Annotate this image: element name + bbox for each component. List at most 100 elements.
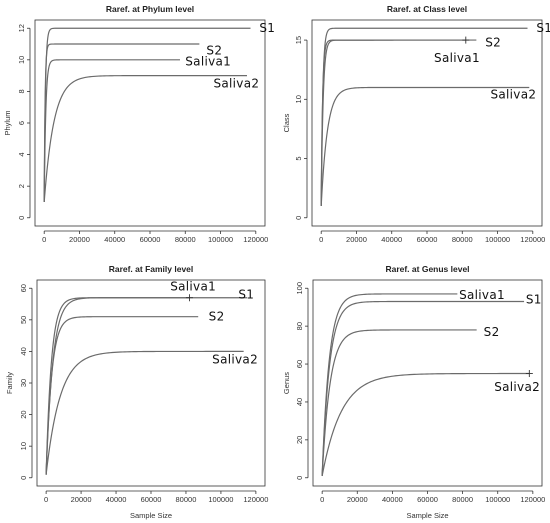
x-tick-label: 120000 — [520, 235, 545, 244]
x-tick-label: 60000 — [417, 495, 438, 504]
y-tick-label: 30 — [19, 379, 28, 387]
y-tick-label: 2 — [17, 184, 26, 188]
chart-panel-1: Raref. at Phylum level Phylum 0 20000 40000 6… — [3, 4, 275, 244]
series-line-saliva1 — [43, 59, 180, 202]
y-tick-label: 10 — [17, 56, 26, 64]
plus-marker — [525, 370, 533, 378]
x-tick-label: 20000 — [69, 235, 90, 244]
x-axis-label: Sample Size — [406, 511, 448, 520]
plot-frame — [312, 279, 543, 487]
plus-marker — [185, 294, 193, 302]
series-label-s1: S1 — [238, 288, 254, 302]
x-tick-label: 20000 — [71, 495, 92, 504]
x-tick-label: 120000 — [243, 235, 268, 244]
y-tick-label: 0 — [294, 216, 303, 220]
series-line-s2 — [320, 39, 477, 206]
chart-title: Raref. at Class level — [387, 4, 467, 14]
x-tick-label: 100000 — [208, 235, 233, 244]
x-tick-label: 0 — [319, 235, 323, 244]
x-tick-label: 80000 — [176, 495, 197, 504]
x-tick-label: 0 — [44, 495, 48, 504]
y-tick-label: 40 — [295, 398, 304, 406]
x-tick-label: 80000 — [452, 235, 473, 244]
plot-frame — [34, 19, 266, 227]
y-axis-label: Phylum — [3, 110, 12, 135]
series-line-saliva1 — [320, 39, 466, 206]
x-tick-label: 40000 — [104, 235, 125, 244]
series-line-s1 — [45, 297, 248, 475]
x-tick-label: 60000 — [140, 235, 161, 244]
y-tick-label: 4 — [17, 153, 26, 157]
y-tick-label: 60 — [19, 284, 28, 292]
series-label-s1: S1 — [536, 21, 550, 35]
series-label-saliva2: Saliva2 — [213, 77, 259, 91]
x-tick-label: 40000 — [382, 495, 403, 504]
x-tick-label: 0 — [320, 495, 324, 504]
x-tick-label: 0 — [42, 235, 46, 244]
chart-title: Raref. at Phylum level — [106, 4, 194, 14]
y-tick-label: 80 — [295, 322, 304, 330]
series-line-saliva1 — [321, 293, 458, 476]
y-tick-label: 20 — [19, 410, 28, 418]
series-line-saliva2 — [45, 350, 244, 475]
x-tick-label: 60000 — [141, 495, 162, 504]
series-label-saliva1: Saliva1 — [434, 51, 480, 65]
x-tick-label: 100000 — [208, 495, 233, 504]
y-tick-label: 6 — [17, 121, 26, 125]
x-tick-label: 100000 — [485, 495, 510, 504]
series-label-saliva2: Saliva2 — [212, 352, 258, 366]
x-tick-label: 40000 — [106, 495, 127, 504]
y-tick-label: 20 — [295, 436, 304, 444]
series-line-s2 — [321, 329, 477, 476]
series-label-s2: S2 — [484, 325, 500, 339]
y-axis-label: Family — [5, 372, 14, 394]
chart-title: Raref. at Family level — [109, 264, 194, 274]
y-tick-label: 5 — [294, 156, 303, 160]
series-line-saliva2 — [321, 372, 530, 477]
y-tick-label: 10 — [294, 95, 303, 103]
series-line-saliva2 — [43, 75, 247, 203]
series-label-saliva1: Saliva1 — [170, 280, 216, 294]
plot-frame — [311, 19, 543, 227]
series-line-saliva1 — [45, 297, 190, 475]
x-tick-label: 20000 — [347, 495, 368, 504]
series-label-s2: S2 — [209, 310, 225, 324]
y-tick-label: 0 — [295, 476, 304, 480]
y-tick-label: 0 — [19, 476, 28, 480]
series-label-s1: S1 — [259, 21, 275, 35]
series-label-s1: S1 — [526, 293, 542, 307]
series-line-saliva2 — [320, 86, 530, 206]
x-tick-label: 20000 — [346, 235, 367, 244]
series-line-s2 — [43, 43, 200, 202]
y-axis-label: Class — [282, 113, 291, 132]
y-tick-label: 100 — [295, 282, 304, 295]
chart-panel-4: Raref. at Genus level Genus Sample Size 0 20… — [282, 264, 545, 520]
plot-frame — [36, 279, 266, 487]
x-axis-label: Sample Size — [130, 511, 172, 520]
series-line-s1 — [320, 27, 528, 206]
series-label-s2: S2 — [485, 35, 501, 49]
series-line-s1 — [43, 27, 251, 202]
y-tick-label: 10 — [19, 442, 28, 450]
x-tick-label: 60000 — [417, 235, 438, 244]
y-tick-label: 40 — [19, 347, 28, 355]
chart-panel-3: Raref. at Family level Family Sample Size 0… — [5, 264, 268, 520]
x-tick-label: 80000 — [452, 495, 473, 504]
x-tick-label: 40000 — [381, 235, 402, 244]
y-tick-label: 8 — [17, 89, 26, 93]
chart-panel-2: Raref. at Class level Class 0 20000 40000 600… — [282, 4, 550, 244]
y-tick-label: 0 — [17, 216, 26, 220]
chart-title: Raref. at Genus level — [385, 264, 469, 274]
series-label-saliva2: Saliva2 — [494, 380, 540, 394]
x-tick-label: 100000 — [485, 235, 510, 244]
series-label-saliva1: Saliva1 — [185, 54, 231, 68]
x-tick-label: 120000 — [243, 495, 268, 504]
y-tick-label: 50 — [19, 316, 28, 324]
y-tick-label: 60 — [295, 360, 304, 368]
y-tick-label: 15 — [294, 36, 303, 44]
series-label-saliva2: Saliva2 — [490, 88, 536, 102]
series-label-saliva1: Saliva1 — [459, 288, 505, 302]
plus-marker — [462, 36, 470, 44]
series-label-s2: S2 — [206, 43, 222, 57]
